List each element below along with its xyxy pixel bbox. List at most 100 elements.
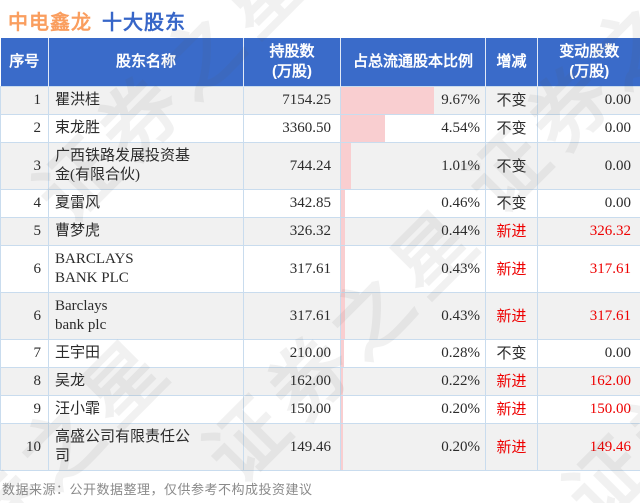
shareholder-name-cell: 曹梦虎: [48, 217, 244, 246]
change-shares-cell: 150.00: [537, 395, 640, 424]
shares-held-cell: 744.24: [243, 142, 341, 190]
change-direction-cell: 新进: [485, 395, 538, 424]
table-row: 5 曹梦虎 326.32 0.44% 新进 326.32: [0, 217, 640, 246]
percent-label: 1.01%: [441, 157, 480, 174]
percent-of-float-cell: 0.43%: [340, 245, 486, 293]
rank-cell: 1: [0, 86, 49, 115]
shareholder-name-cell: 束龙胜: [48, 114, 244, 143]
change-direction-cell: 新进: [485, 245, 538, 293]
change-shares-cell: 162.00: [537, 367, 640, 396]
stock-name-title: 中电鑫龙: [8, 12, 92, 34]
rank-cell: 10: [0, 423, 49, 471]
shareholder-name-cell: Barclays bank plc: [48, 292, 244, 340]
shares-held-cell: 162.00: [243, 367, 341, 396]
shares-held-cell: 317.61: [243, 292, 341, 340]
table-row: 3 广西铁路发展投资基 金(有限合伙) 744.24 1.01% 不变 0.00: [0, 142, 640, 190]
change-shares-cell: 0.00: [537, 339, 640, 368]
table-row: 4 夏雷风 342.85 0.46% 不变 0.00: [0, 189, 640, 218]
shareholder-name-cell: 高盛公司有限责任公 司: [48, 423, 244, 471]
percent-of-float-cell: 0.20%: [340, 395, 486, 424]
shareholder-name-cell: 瞿洪桂: [48, 86, 244, 115]
percent-bar: [341, 340, 344, 367]
shares-held-cell: 326.32: [243, 217, 341, 246]
rank-cell: 3: [0, 142, 49, 190]
shareholder-name-cell: 广西铁路发展投资基 金(有限合伙): [48, 142, 244, 190]
change-shares-cell: 317.61: [537, 245, 640, 293]
change-shares-cell: 317.61: [537, 292, 640, 340]
column-header-shares: 持股数 (万股): [243, 38, 341, 87]
table-row: 1 瞿洪桂 7154.25 9.67% 不变 0.00: [0, 86, 640, 115]
change-direction-cell: 新进: [485, 423, 538, 471]
table-header-row: 序号 股东名称 持股数 (万股) 占总流通股本比例 增减 变动股数 (万股): [0, 38, 640, 87]
table-row: 6 BARCLAYS BANK PLC 317.61 0.43% 新进 317.61: [0, 245, 640, 293]
rank-cell: 5: [0, 217, 49, 246]
source-note: 数据来源：公开数据整理，仅供参考不构成投资建议: [2, 482, 313, 497]
shareholder-name-cell: 吴龙: [48, 367, 244, 396]
shares-held-cell: 150.00: [243, 395, 341, 424]
percent-of-float-cell: 1.01%: [340, 142, 486, 190]
table-row: 8 吴龙 162.00 0.22% 新进 162.00: [0, 367, 640, 396]
percent-label: 0.46%: [441, 195, 480, 211]
percent-bar: [341, 190, 346, 217]
percent-bar: [341, 87, 434, 114]
percent-of-float-cell: 0.28%: [340, 339, 486, 368]
shareholders-table: 序号 股东名称 持股数 (万股) 占总流通股本比例 增减 变动股数 (万股) 1 瞿洪桂 71…: [0, 38, 640, 471]
table-row: 2 束龙胜 3360.50 4.54% 不变 0.00: [0, 114, 640, 143]
change-shares-cell: 0.00: [537, 189, 640, 218]
change-shares-cell: 0.00: [537, 86, 640, 115]
percent-label: 0.28%: [441, 345, 480, 361]
percent-of-float-cell: 4.54%: [340, 114, 486, 143]
percent-label: 0.43%: [441, 307, 480, 324]
shares-held-cell: 7154.25: [243, 86, 341, 115]
change-shares-cell: 326.32: [537, 217, 640, 246]
column-header-name: 股东名称: [48, 38, 244, 87]
percent-bar: [341, 218, 346, 245]
rank-cell: 6: [0, 292, 49, 340]
shareholder-name-cell: 夏雷风: [48, 189, 244, 218]
table-row: 9 汪小霏 150.00 0.20% 新进 150.00: [0, 395, 640, 424]
shareholder-name-cell: 王宇田: [48, 339, 244, 368]
percent-label: 0.20%: [441, 438, 480, 455]
percent-label: 9.67%: [441, 92, 480, 108]
rank-cell: 6: [0, 245, 49, 293]
percent-of-float-cell: 0.46%: [340, 189, 486, 218]
percent-bar: [341, 396, 343, 423]
table-row: 10 高盛公司有限责任公 司 149.46 0.20% 新进 149.46: [0, 423, 640, 471]
change-direction-cell: 不变: [485, 189, 538, 218]
change-direction-cell: 新进: [485, 217, 538, 246]
percent-bar: [341, 115, 385, 142]
percent-of-float-cell: 0.22%: [340, 367, 486, 396]
percent-label: 0.22%: [441, 373, 480, 389]
change-shares-cell: 0.00: [537, 142, 640, 190]
change-direction-cell: 不变: [485, 114, 538, 143]
percent-of-float-cell: 9.67%: [340, 86, 486, 115]
percent-of-float-cell: 0.43%: [340, 292, 486, 340]
shareholder-name-cell: 汪小霏: [48, 395, 244, 424]
shareholder-name-cell: BARCLAYS BANK PLC: [48, 245, 244, 293]
change-direction-cell: 不变: [485, 142, 538, 190]
shares-held-cell: 342.85: [243, 189, 341, 218]
table-subject-title: 十大股东: [102, 12, 186, 34]
rank-cell: 8: [0, 367, 49, 396]
table-row: 7 王宇田 210.00 0.28% 不变 0.00: [0, 339, 640, 368]
change-direction-cell: 不变: [485, 86, 538, 115]
change-direction-cell: 新进: [485, 367, 538, 396]
percent-bar: [341, 293, 346, 339]
percent-label: 0.20%: [441, 401, 480, 417]
shares-held-cell: 210.00: [243, 339, 341, 368]
page-title: 中电鑫龙 十大股东: [0, 0, 640, 34]
percent-label: 0.43%: [441, 260, 480, 277]
percent-bar: [341, 424, 343, 470]
shares-held-cell: 149.46: [243, 423, 341, 471]
percent-bar: [341, 368, 344, 395]
change-shares-cell: 0.00: [537, 114, 640, 143]
change-direction-cell: 不变: [485, 339, 538, 368]
change-direction-cell: 新进: [485, 292, 538, 340]
percent-of-float-cell: 0.44%: [340, 217, 486, 246]
percent-bar: [341, 143, 351, 189]
rank-cell: 4: [0, 189, 49, 218]
percent-label: 0.44%: [441, 223, 480, 239]
rank-cell: 2: [0, 114, 49, 143]
percent-label: 4.54%: [441, 120, 480, 136]
